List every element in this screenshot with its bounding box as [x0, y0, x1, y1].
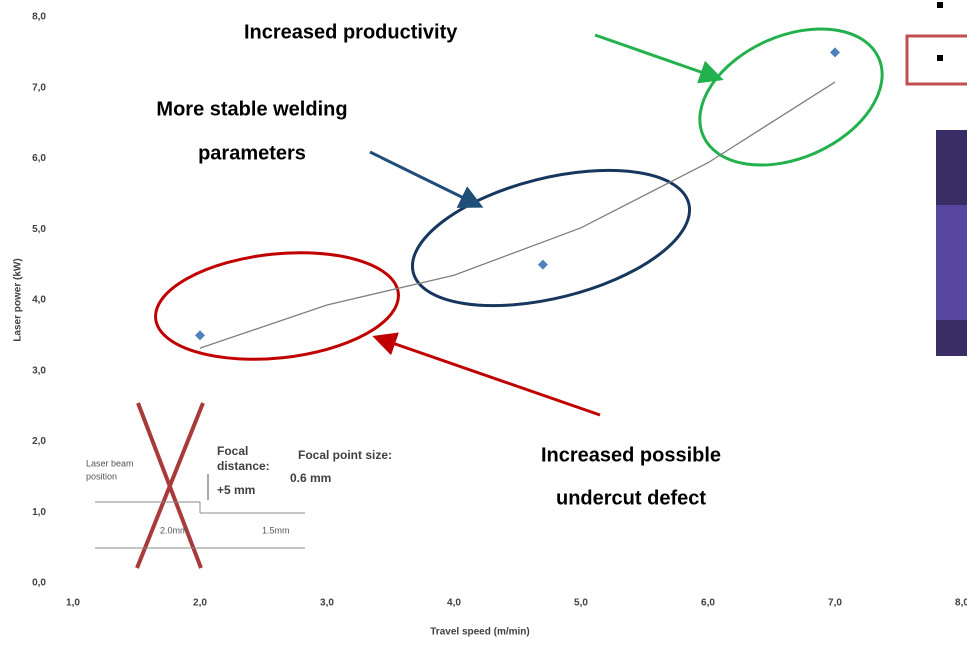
inset-text: Focal point size:: [298, 448, 392, 462]
annotation: parameters: [198, 142, 306, 164]
trendline: [200, 82, 835, 348]
x-axis-label: Travel speed (m/min): [430, 627, 529, 638]
y-tick-label: 2,0: [32, 436, 46, 447]
y-tick-label: 0,0: [32, 578, 46, 589]
point: [830, 47, 840, 57]
annotation: Increased possible: [541, 444, 721, 466]
inset-text: position: [86, 471, 117, 481]
highlight-ellipse: [678, 2, 903, 192]
x-tick-label: 3,0: [320, 598, 334, 609]
x-tick-label: 5,0: [574, 598, 588, 609]
inset-text: 1.5mm: [262, 525, 290, 535]
y-tick-label: 1,0: [32, 507, 46, 518]
point: [195, 330, 205, 340]
highlight-ellipse: [150, 242, 404, 371]
y-tick-label: 8,0: [32, 12, 46, 23]
y-tick-label: 6,0: [32, 153, 46, 164]
x-tick-label: 6,0: [701, 598, 715, 609]
x-tick-label: 4,0: [447, 598, 461, 609]
inset-text: Focal: [217, 444, 248, 458]
x-tick-label: 7,0: [828, 598, 842, 609]
annotation: More stable welding: [156, 98, 347, 120]
x-tick-label: 8,0: [955, 598, 967, 609]
y-axis-label: Laser power (kW): [13, 258, 24, 341]
annotation: undercut defect: [556, 487, 706, 509]
point: [538, 260, 548, 270]
photo-band: [936, 205, 967, 320]
inset-text: 2.0mm: [160, 525, 188, 535]
arrow: [378, 338, 600, 415]
bullet: [937, 55, 943, 61]
y-tick-label: 3,0: [32, 365, 46, 376]
inset-text: +5 mm: [217, 483, 255, 497]
bullet: [937, 2, 943, 8]
inset-text: Laser beam: [86, 458, 134, 468]
arrow: [370, 152, 478, 205]
inset-text: 0.6 mm: [290, 471, 331, 485]
annotation: Increased productivity: [244, 21, 458, 43]
chart: Travel speed (m/min) Laser power (kW) La…: [0, 0, 967, 645]
arrow: [595, 35, 718, 78]
y-tick-label: 4,0: [32, 295, 46, 306]
x-tick-label: 2,0: [193, 598, 207, 609]
highlight-ellipse: [399, 145, 704, 330]
x-tick-label: 1,0: [66, 598, 80, 609]
inset-text: distance:: [217, 459, 270, 473]
y-tick-label: 5,0: [32, 224, 46, 235]
y-tick-label: 7,0: [32, 82, 46, 93]
